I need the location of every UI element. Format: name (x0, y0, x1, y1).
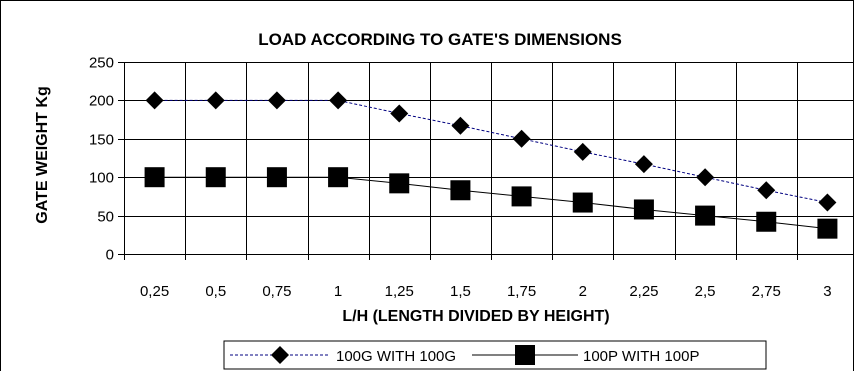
series-1-point (206, 91, 225, 110)
series-1-point (757, 181, 776, 200)
series-2-point (817, 218, 838, 239)
series-1-point (634, 155, 653, 174)
series-2-point (695, 205, 716, 226)
x-axis-label: L/H (LENGTH DIVIDED BY HEIGHT) (342, 308, 609, 325)
legend-label-series-2: 100P WITH 100P (583, 348, 699, 365)
x-tick-label: 0,5 (205, 283, 226, 300)
x-tick-label: 1,75 (507, 283, 536, 300)
series-2-point (205, 167, 226, 188)
x-tick-label: 2,5 (695, 283, 716, 300)
legend: 100G WITH 100G 100P WITH 100P (223, 340, 767, 370)
x-tick-label: 1 (334, 283, 342, 300)
series-1-point (573, 142, 592, 161)
chart-title: LOAD ACCORDING TO GATE'S DIMENSIONS (258, 30, 622, 49)
series-2-point (144, 167, 165, 188)
y-tick-label: 100 (89, 170, 114, 187)
series-2-point (389, 173, 410, 194)
tick-labels: 0 50 100 150 200 250 0,25 0,5 0,75 1 1,25 1,5 1,75 2 2… (89, 55, 832, 301)
series-2-point (511, 186, 532, 207)
legend-swatch-marker-2 (515, 345, 535, 365)
x-tick-label: 1,25 (385, 283, 414, 300)
series-2-point (633, 199, 654, 220)
series-1-point (145, 91, 164, 110)
series-1-point (329, 91, 348, 110)
y-tick-label: 0 (106, 247, 114, 264)
series-line-1 (154, 99, 828, 204)
y-tick-label: 150 (89, 132, 114, 149)
series-1-point (696, 168, 715, 187)
legend-items (230, 345, 578, 365)
legend-label-series-1: 100G WITH 100G (336, 348, 456, 365)
series-group (144, 91, 838, 239)
x-tick-label: 2,25 (629, 283, 658, 300)
y-tick-label: 200 (89, 93, 114, 110)
series-2-point (756, 211, 777, 232)
series-2-point (328, 167, 349, 188)
x-tick-label: 2 (579, 283, 587, 300)
series-1-point (451, 116, 470, 135)
series-1-point (818, 193, 837, 212)
x-tick-label: 0,25 (140, 283, 169, 300)
x-tick-label: 1,5 (450, 283, 471, 300)
x-tick-label: 3 (823, 283, 831, 300)
series-1-point (267, 91, 286, 110)
series-2-point (450, 180, 471, 201)
y-axis-label: GATE WEIGHT Kg (34, 86, 51, 223)
y-tick-label: 50 (97, 209, 114, 226)
series-1-point (512, 129, 531, 148)
series-1-point (390, 104, 409, 123)
series-2-point (266, 167, 287, 188)
legend-swatch-marker-1 (271, 346, 289, 364)
y-tick-label: 250 (89, 55, 114, 72)
series-line-2 (154, 176, 828, 230)
x-tick-label: 2,75 (752, 283, 781, 300)
x-tick-label: 0,75 (262, 283, 291, 300)
series-2-point (572, 192, 593, 213)
